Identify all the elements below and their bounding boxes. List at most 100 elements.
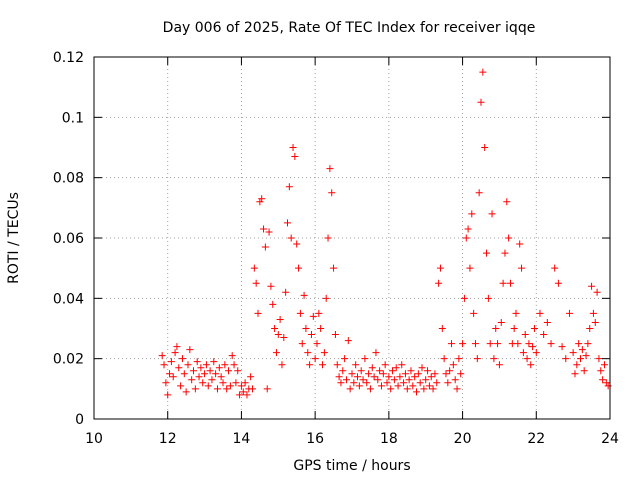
data-point xyxy=(459,340,467,348)
data-point xyxy=(573,361,581,369)
data-point xyxy=(418,364,426,372)
data-point xyxy=(271,325,279,332)
data-point xyxy=(239,388,247,396)
data-point xyxy=(464,225,472,233)
data-point xyxy=(331,331,339,339)
data-point xyxy=(586,325,594,332)
data-point xyxy=(514,340,522,348)
data-point xyxy=(365,370,373,378)
data-point xyxy=(284,219,291,227)
y-tick-label: 0.12 xyxy=(53,50,84,66)
data-point xyxy=(403,385,411,393)
data-point xyxy=(162,379,170,387)
data-point xyxy=(442,370,450,378)
data-point xyxy=(173,343,181,351)
data-point xyxy=(554,279,562,287)
chart-title: Day 006 of 2025, Rate Of TEC Index for r… xyxy=(163,20,536,36)
data-point xyxy=(171,349,179,357)
data-point xyxy=(516,240,524,248)
data-point xyxy=(396,373,404,381)
data-point xyxy=(420,385,428,393)
data-point xyxy=(184,361,192,369)
data-point xyxy=(540,331,548,339)
data-point xyxy=(486,340,494,348)
data-point xyxy=(453,385,461,393)
data-point xyxy=(501,249,509,257)
data-point xyxy=(394,382,402,390)
data-point xyxy=(600,361,608,369)
data-point xyxy=(588,282,596,290)
data-point xyxy=(346,385,354,393)
data-point xyxy=(219,379,227,387)
data-point xyxy=(370,373,378,381)
data-point xyxy=(158,352,166,360)
data-point xyxy=(287,234,295,242)
x-tick-label: 22 xyxy=(527,431,545,447)
data-point xyxy=(558,343,566,351)
data-point xyxy=(407,367,415,375)
data-point xyxy=(591,318,599,326)
data-point xyxy=(372,349,380,357)
data-point xyxy=(484,294,492,302)
data-point xyxy=(521,331,529,339)
data-point xyxy=(223,385,231,393)
data-point xyxy=(232,379,240,387)
data-point xyxy=(199,379,207,387)
data-point xyxy=(471,340,479,348)
data-point xyxy=(519,349,527,357)
x-tick-label: 24 xyxy=(601,431,619,447)
data-point xyxy=(278,361,286,369)
data-point xyxy=(182,388,190,396)
data-point xyxy=(276,315,284,323)
data-point xyxy=(499,279,507,287)
data-point xyxy=(589,309,597,317)
data-point xyxy=(164,391,172,399)
data-point xyxy=(326,165,334,173)
data-point xyxy=(272,349,280,357)
data-point xyxy=(289,144,297,151)
data-point xyxy=(208,376,216,384)
data-point xyxy=(449,361,457,369)
data-point xyxy=(466,264,474,272)
data-point xyxy=(230,361,238,369)
data-point xyxy=(167,358,175,366)
data-point xyxy=(226,382,234,390)
data-point xyxy=(188,376,196,384)
data-point xyxy=(350,379,358,387)
data-point xyxy=(254,309,262,317)
data-point xyxy=(352,361,360,369)
data-point xyxy=(490,355,498,363)
data-point xyxy=(202,361,210,369)
data-point xyxy=(505,234,513,242)
data-point xyxy=(506,279,514,287)
data-point xyxy=(296,309,304,317)
data-point xyxy=(390,376,398,384)
data-point xyxy=(261,243,269,251)
data-point xyxy=(234,367,242,375)
data-point xyxy=(328,189,336,197)
data-point xyxy=(225,367,233,375)
data-point xyxy=(400,379,408,387)
data-point xyxy=(221,361,229,369)
data-point xyxy=(322,294,330,302)
data-point xyxy=(228,352,236,360)
data-point xyxy=(269,300,277,308)
data-point xyxy=(307,331,315,339)
data-points xyxy=(158,68,612,399)
data-point xyxy=(324,234,332,242)
data-point xyxy=(569,349,577,357)
data-point xyxy=(175,364,183,372)
data-point xyxy=(571,370,579,378)
data-point xyxy=(409,382,417,390)
data-point xyxy=(575,340,583,348)
data-point xyxy=(427,373,435,381)
data-point xyxy=(470,309,478,317)
data-point xyxy=(577,355,585,363)
data-point xyxy=(527,361,535,369)
data-point xyxy=(306,361,314,369)
data-point xyxy=(260,225,268,233)
data-point xyxy=(357,367,365,375)
data-point xyxy=(477,98,485,106)
